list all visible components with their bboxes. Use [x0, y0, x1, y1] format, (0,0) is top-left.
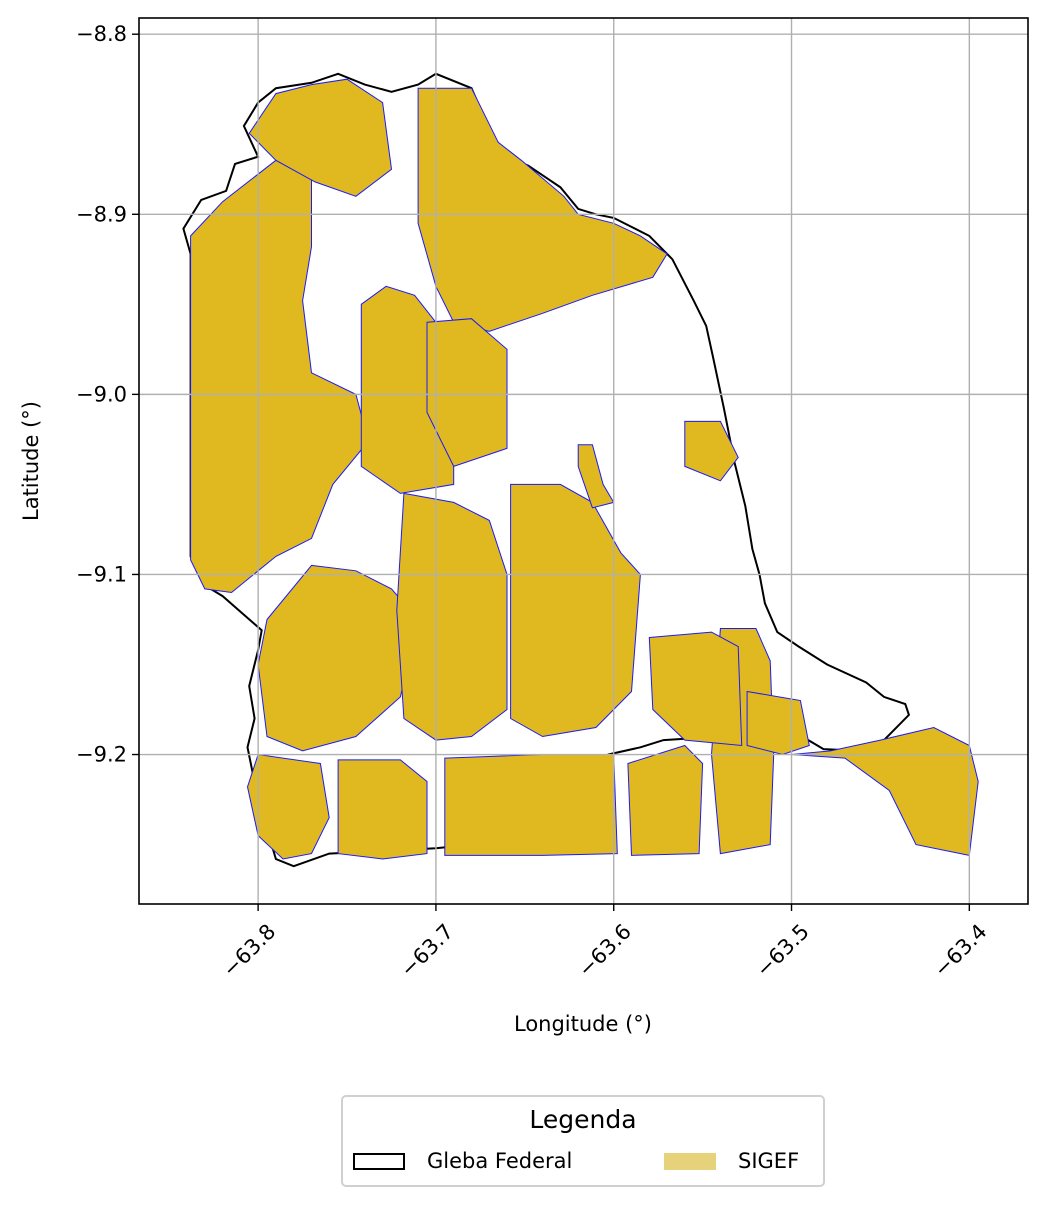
- sigef-parcel-13: [791, 726, 979, 856]
- sigef-parcel-11: [627, 744, 704, 856]
- y-tick-label-2: −9.0: [76, 382, 127, 406]
- sigef-parcel-3: [417, 87, 668, 332]
- sigef-parcel-10: [444, 754, 618, 856]
- sigef-layer: [190, 78, 979, 860]
- y-axis-label: Latitude (°): [19, 401, 43, 521]
- sigef-parcel-8: [246, 753, 330, 860]
- legend-swatch-gleba-federal: [353, 1152, 405, 1170]
- legend-entry-sigef: SIGEF: [664, 1149, 799, 1173]
- legend-title: Legenda: [529, 1105, 637, 1134]
- map-figure: −63.8 −63.7 −63.6 −63.5 −63.4−8.8−8.9−9.0−9.…: [19, 17, 1029, 1036]
- legend-label-sigef: SIGEF: [738, 1149, 800, 1173]
- x-axis-label: Longitude (°): [514, 1012, 652, 1036]
- sigef-parcel-4: [426, 318, 508, 468]
- y-tick-label-0: −8.8: [76, 22, 127, 46]
- grid-layer: [139, 18, 1028, 904]
- sigef-parcel-14: [746, 690, 810, 756]
- sigef-parcel-7: [510, 483, 641, 738]
- axes-frame: [138, 17, 1029, 905]
- legend-label-gleba-federal: Gleba Federal: [427, 1149, 573, 1173]
- sigef-parcel-5: [257, 564, 419, 752]
- legend: Legenda Gleba Federal SIGEF: [341, 1095, 825, 1187]
- y-tick-label-4: −9.2: [76, 743, 127, 767]
- sigef-parcel-1: [248, 78, 393, 197]
- legend-entry-gleba-federal: Gleba Federal: [353, 1149, 572, 1173]
- y-tick-label-3: −9.1: [76, 562, 127, 586]
- sigef-parcel-6: [396, 492, 508, 741]
- legend-swatch-sigef: [664, 1152, 716, 1170]
- sigef-parcel-15: [648, 631, 743, 747]
- sigef-parcel-9: [337, 759, 428, 860]
- y-tick-label-1: −8.9: [76, 202, 127, 226]
- sigef-parcel-16: [684, 420, 739, 482]
